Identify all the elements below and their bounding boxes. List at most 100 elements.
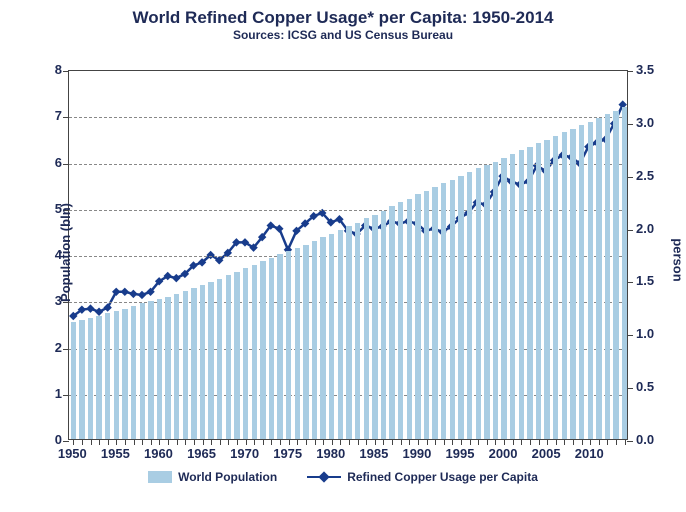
legend: World Population Refined Copper Usage per…	[0, 470, 686, 484]
population-bar	[579, 125, 584, 439]
population-bar	[131, 306, 136, 439]
y-right-tick-label: 1.5	[636, 273, 654, 288]
population-bar	[217, 279, 222, 439]
population-bar	[501, 158, 506, 439]
population-bar	[79, 320, 84, 439]
population-bar	[372, 215, 377, 439]
population-bar	[588, 122, 593, 439]
population-bar	[338, 230, 343, 439]
population-bar	[88, 318, 93, 439]
population-bar	[346, 226, 351, 439]
population-bar	[71, 322, 76, 439]
population-bar	[458, 176, 463, 439]
y-left-tick-label: 0	[44, 432, 62, 447]
population-bar	[493, 162, 498, 440]
legend-item-usage: Refined Copper Usage per Capita	[307, 470, 538, 484]
y-right-tick-label: 3.0	[636, 115, 654, 130]
x-tick-label: 1955	[101, 446, 130, 461]
y-left-tick-label: 1	[44, 386, 62, 401]
gridline	[69, 164, 627, 165]
usage-marker	[129, 290, 137, 298]
population-bar	[562, 132, 567, 439]
population-bar	[544, 140, 549, 439]
population-bar	[407, 199, 412, 440]
y-right-tick-label: 1.0	[636, 326, 654, 341]
x-tick-label: 1975	[273, 446, 302, 461]
population-bar	[260, 261, 265, 439]
usage-marker	[172, 274, 180, 282]
population-bar	[536, 143, 541, 439]
y-left-tick-label: 4	[44, 247, 62, 262]
x-tick-label: 2000	[489, 446, 518, 461]
population-bar	[252, 265, 257, 439]
y-right-tick-label: 2.5	[636, 168, 654, 183]
x-tick-label: 1965	[187, 446, 216, 461]
population-bar	[398, 202, 403, 439]
population-bar	[157, 299, 162, 439]
usage-marker	[86, 304, 94, 312]
y-left-tick-label: 5	[44, 201, 62, 216]
population-bar	[432, 187, 437, 439]
x-tick-label: 1985	[359, 446, 388, 461]
y-left-tick-label: 6	[44, 155, 62, 170]
population-bar	[553, 136, 558, 439]
population-bar	[389, 206, 394, 439]
gridline	[69, 210, 627, 211]
population-bar	[320, 237, 325, 439]
population-bar	[200, 285, 205, 439]
population-bar	[613, 111, 618, 439]
usage-marker	[121, 288, 129, 296]
population-bar	[140, 303, 145, 439]
legend-swatch-bar-icon	[148, 471, 172, 483]
y-left-tick-label: 2	[44, 340, 62, 355]
population-bar	[467, 172, 472, 439]
population-bar	[329, 234, 334, 439]
x-tick-label: 1995	[446, 446, 475, 461]
population-bar	[114, 311, 119, 439]
population-bar	[226, 275, 231, 439]
population-bar	[148, 301, 153, 439]
population-bar	[277, 254, 282, 439]
x-tick-label: 2010	[575, 446, 604, 461]
population-bar	[450, 180, 455, 439]
legend-item-population: World Population	[148, 470, 277, 484]
population-bar	[303, 245, 308, 439]
usage-marker	[138, 291, 146, 299]
legend-label: Refined Copper Usage per Capita	[347, 470, 538, 484]
chart-subtitle: Sources: ICSG and US Census Bureau	[0, 28, 686, 42]
y-right-tick-label: 2.0	[636, 221, 654, 236]
y-left-tick-label: 7	[44, 108, 62, 123]
population-bar	[286, 251, 291, 439]
y-left-tick-label: 8	[44, 62, 62, 77]
population-bar	[484, 165, 489, 439]
population-bar	[364, 218, 369, 439]
population-bar	[355, 223, 360, 439]
population-bar	[605, 114, 610, 439]
x-tick-label: 1950	[58, 446, 87, 461]
x-tick-label: 1980	[316, 446, 345, 461]
y-right-tick-label: 0.5	[636, 379, 654, 394]
population-bar	[105, 313, 110, 439]
usage-marker	[275, 224, 283, 232]
legend-swatch-line-icon	[307, 476, 341, 478]
population-bar	[122, 309, 127, 439]
chart-container: World Refined Copper Usage* per Capita: …	[0, 0, 686, 512]
gridline	[69, 117, 627, 118]
population-bar	[476, 168, 481, 439]
x-tick-label: 1970	[230, 446, 259, 461]
population-bar	[96, 316, 101, 439]
population-bar	[312, 241, 317, 439]
population-bar	[570, 129, 575, 439]
population-bar	[381, 211, 386, 439]
population-bar	[165, 297, 170, 439]
y-right-tick-label: 3.5	[636, 62, 654, 77]
population-bar	[269, 258, 274, 439]
chart-title: World Refined Copper Usage* per Capita: …	[0, 0, 686, 28]
population-bar	[191, 288, 196, 439]
diamond-icon	[319, 471, 330, 482]
population-bar	[424, 191, 429, 439]
plot-area	[68, 70, 628, 440]
population-bar	[234, 272, 239, 439]
population-bar	[519, 150, 524, 439]
population-bar	[208, 282, 213, 439]
